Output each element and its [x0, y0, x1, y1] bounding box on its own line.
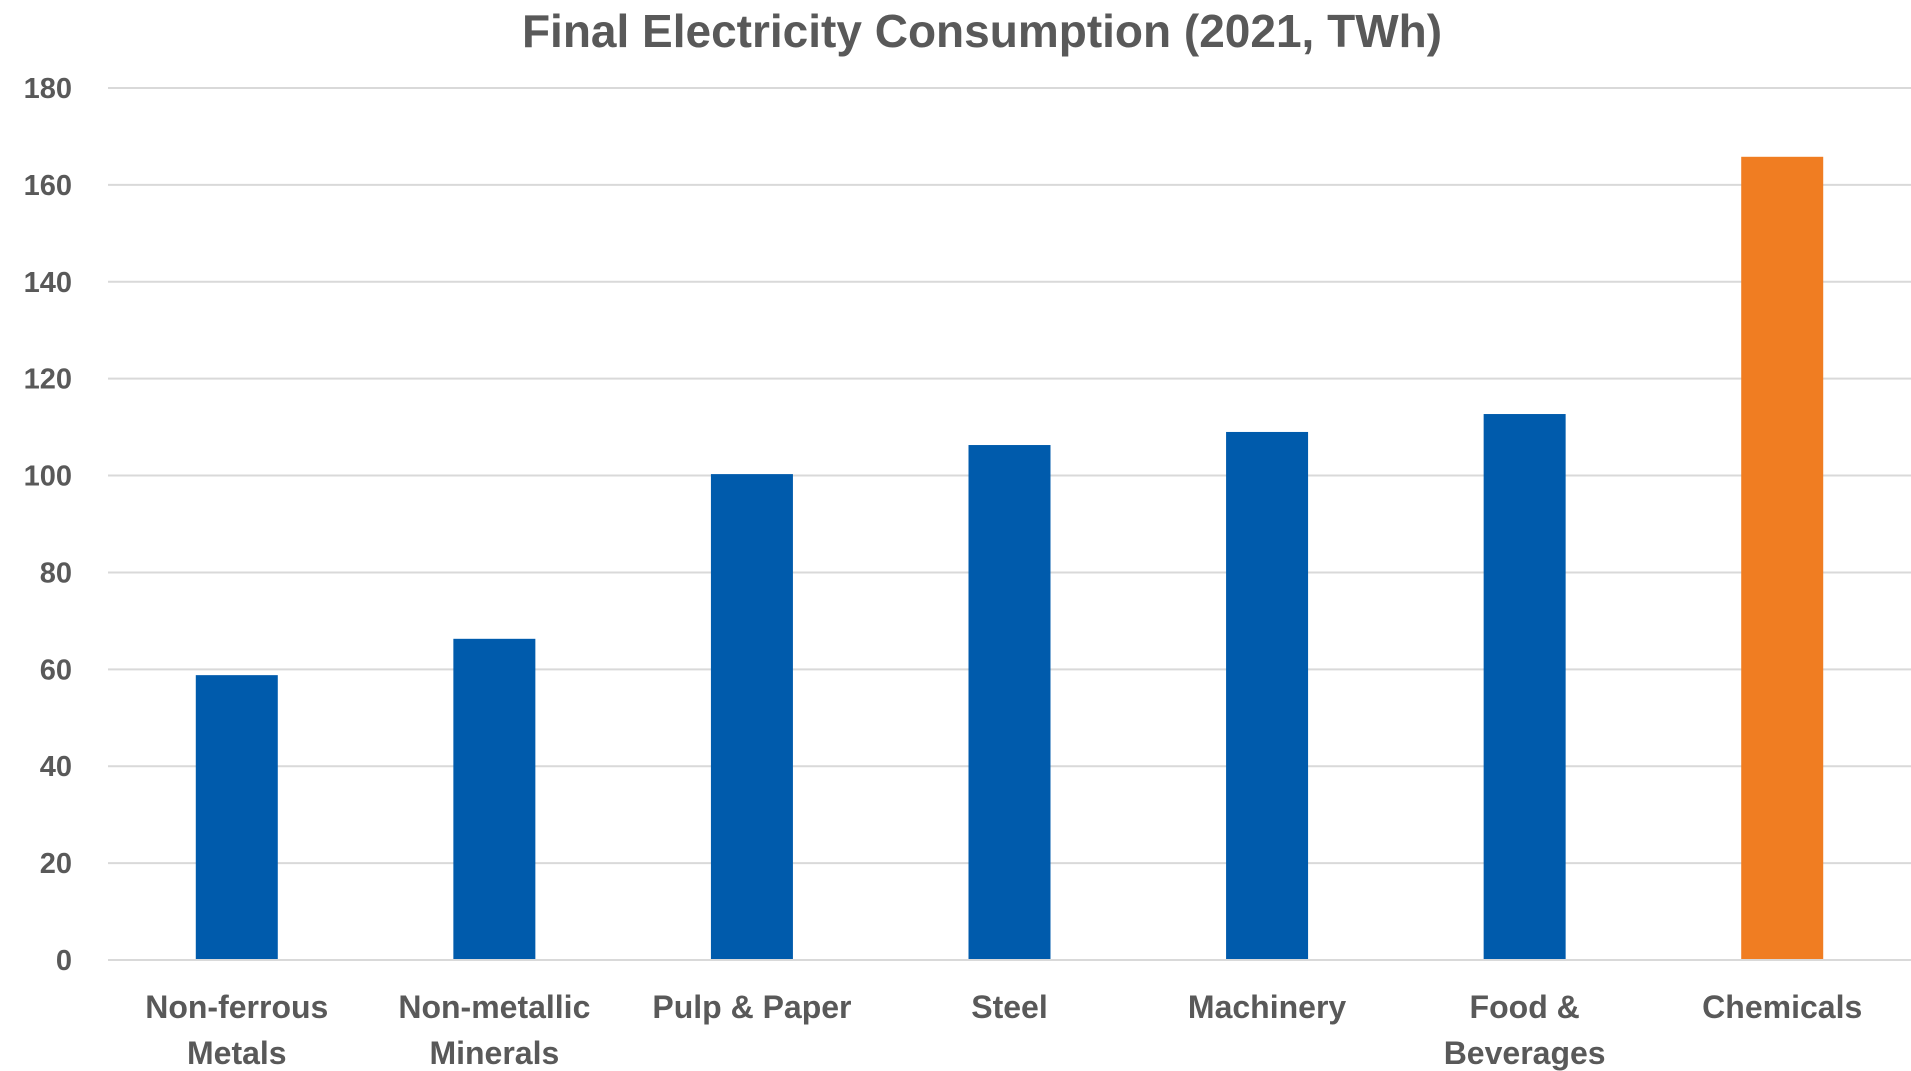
chart-title: Final Electricity Consumption (2021, TWh… [522, 5, 1442, 57]
x-category-label-line: Pulp & Paper [652, 989, 851, 1025]
y-tick-label: 160 [24, 170, 72, 202]
x-category-label-line: Beverages [1444, 1035, 1606, 1071]
bars [195, 156, 1824, 961]
y-tick-label: 120 [24, 364, 72, 396]
x-category-label: Pulp & Paper [652, 989, 851, 1025]
y-tick-label: 0 [56, 945, 72, 977]
bar [453, 638, 536, 960]
x-category-label: Steel [971, 989, 1047, 1025]
y-tick-label: 140 [24, 267, 72, 299]
y-tick-label: 80 [40, 557, 72, 589]
x-category-label-line: Minerals [429, 1035, 559, 1071]
x-category-label: Food & Beverages [1444, 989, 1606, 1071]
x-category-label-line: Non-ferrous [145, 989, 328, 1025]
x-category-label: Non-metallic Minerals [398, 989, 590, 1071]
bar [1741, 156, 1824, 960]
x-category-label: Non-ferrous Metals [145, 989, 328, 1071]
x-category-label-line: Non-metallic [398, 989, 590, 1025]
x-category-label-line: Machinery [1188, 989, 1346, 1025]
x-category-label: Machinery [1188, 989, 1346, 1025]
y-tick-label: 180 [24, 73, 72, 105]
bar [710, 474, 793, 960]
x-axis-category-labels: Non-ferrous Metals Non-metallic Minerals Pul… [145, 989, 1862, 1071]
y-tick-label: 60 [40, 654, 72, 686]
y-tick-label: 100 [24, 461, 72, 493]
bar [1226, 431, 1309, 960]
bar [1483, 414, 1566, 960]
bar [195, 675, 278, 960]
x-category-label-line: Chemicals [1702, 989, 1862, 1025]
y-tick-label: 40 [40, 751, 72, 783]
bar [968, 445, 1051, 961]
x-category-label-line: Metals [187, 1035, 287, 1071]
x-category-label-line: Steel [971, 989, 1047, 1025]
y-tick-label: 20 [40, 848, 72, 880]
x-category-label: Chemicals [1702, 989, 1862, 1025]
y-axis-tick-labels: 0 20 40 60 80 100 120 140 160 180 [24, 73, 72, 977]
x-category-label-line: Food & [1470, 989, 1580, 1025]
